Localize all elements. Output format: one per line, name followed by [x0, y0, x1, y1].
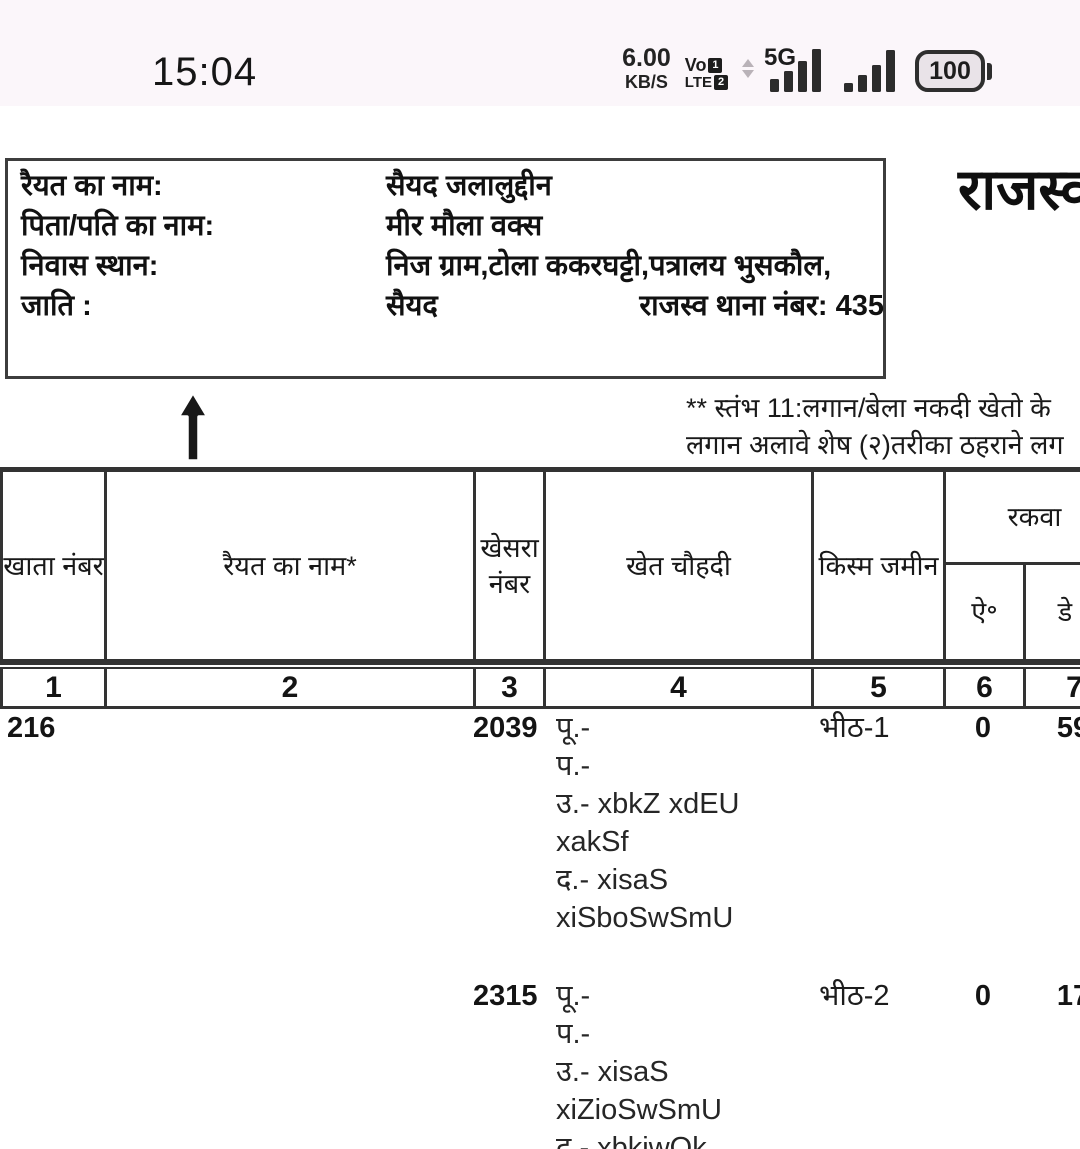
- revenue-thana-number: राजस्व थाना नंबर: 435: [639, 290, 884, 322]
- column11-footnote: ** स्तंभ 11:लगान/बेला नकदी खेतो के लगान …: [686, 390, 1064, 464]
- col-num-4: 4: [546, 669, 814, 706]
- land-record-table: खाता नंबर रैयत का नाम* खेसरा नंबर खेत चौ…: [0, 467, 1080, 1149]
- volte-label-top: Vo: [684, 55, 707, 75]
- col-num-3: 3: [476, 669, 546, 706]
- battery-nub: [987, 62, 992, 80]
- header-rakwa: रकवा: [946, 472, 1080, 565]
- cell-khesra-number: 2315: [473, 980, 538, 1012]
- clock: 15:04: [152, 50, 258, 94]
- col-num-6: 6: [946, 669, 1026, 706]
- cell-khet-chauhaddi: पू.- प.- उ.- xbkZ xdEU xakSf द.- xisaS x…: [543, 709, 811, 937]
- chauhaddi-line: xiZioSwSmU: [556, 1094, 722, 1126]
- status-icons-cluster: 6.00 KB/S Vo 1 LTE 2 5G 100: [622, 46, 992, 92]
- field-label-father-name: पिता/पति का नाम:: [21, 210, 215, 242]
- upload-arrow-icon: [742, 59, 754, 67]
- col-num-2: 2: [107, 669, 476, 706]
- signal-strength-icon-sim2: [844, 50, 895, 92]
- col-num-5: 5: [814, 669, 946, 706]
- header-khata-number: खाता नंबर: [3, 472, 107, 659]
- column-number-row: 1 2 3 4 5 6 7: [0, 667, 1080, 709]
- chauhaddi-line: xiSboSwSmU: [556, 902, 734, 934]
- header-acre: ऐ॰: [946, 565, 1026, 659]
- battery-icon: 100: [915, 50, 992, 92]
- cell-decimal: 59: [1056, 712, 1080, 744]
- volte-label-bottom: LTE: [684, 74, 712, 91]
- col-num-7: 7: [1026, 669, 1080, 706]
- cell-acre: 0: [974, 712, 992, 744]
- field-value-address: निज ग्राम,टोला ककरघट्टी,पत्रालय भुसकौल,: [386, 250, 832, 282]
- volte-icon: Vo 1 LTE 2: [685, 56, 728, 92]
- header-kism-jameen: किस्म जमीन: [814, 472, 946, 659]
- cell-khata-number: 216: [7, 712, 56, 744]
- signal-strength-icon-sim1: 5G: [764, 46, 830, 92]
- cell-khet-chauhaddi: पू.- प.- उ.- xisaS xiZioSwSmU द.- xbkiwQ…: [543, 977, 811, 1149]
- chauhaddi-line: प.-: [556, 1018, 591, 1050]
- cell-decimal: 17: [1056, 980, 1080, 1012]
- cell-kism-jameen: भीठ-2: [819, 980, 890, 1012]
- table-row: 2315 पू.- प.- उ.- xisaS xiZioSwSmU द.- x…: [0, 977, 1080, 1149]
- field-value-father-name: मीर मौला वक्स: [386, 210, 543, 242]
- chauhaddi-line: उ.- xisaS: [556, 1056, 669, 1088]
- scroll-up-arrow-icon[interactable]: [172, 389, 214, 470]
- network-type-label: 5G: [764, 44, 797, 71]
- chauhaddi-line: उ.- xbkZ xdEU xakSf: [556, 788, 740, 858]
- network-speed-indicator: 6.00 KB/S: [622, 46, 671, 92]
- field-value-caste: सैयद: [386, 290, 438, 322]
- field-value-raiyat-name: सैयद जलालुद्दीन: [386, 170, 552, 202]
- field-label-address: निवास स्थान:: [21, 250, 159, 282]
- header-khesra-number: खेसरा नंबर: [476, 472, 546, 659]
- table-header-row: खाता नंबर रैयत का नाम* खेसरा नंबर खेत चौ…: [0, 467, 1080, 665]
- table-row: 216 2039 पू.- प.- उ.- xbkZ xdEU xakSf द.…: [0, 709, 1080, 937]
- sim1-badge: 1: [708, 57, 723, 73]
- battery-level: 100: [915, 50, 985, 92]
- signal-bars-sim1: [770, 49, 821, 92]
- chauhaddi-line: प.-: [556, 750, 591, 782]
- header-khet-chauhaddi: खेत चौहदी: [546, 472, 814, 659]
- net-speed-unit: KB/S: [624, 72, 668, 92]
- field-label-raiyat-name: रैयत का नाम:: [21, 170, 163, 202]
- raiyat-info-box: रैयत का नाम: सैयद जलालुद्दीन पिता/पति का…: [5, 158, 886, 379]
- net-speed-value: 6.00: [622, 44, 671, 72]
- header-raiyat-name: रैयत का नाम*: [107, 472, 476, 659]
- download-arrow-icon: [742, 70, 754, 78]
- footnote-line1: ** स्तंभ 11:लगान/बेला नकदी खेतो के: [686, 393, 1051, 423]
- page-title: राजस्व: [958, 158, 1080, 222]
- col-num-1: 1: [3, 669, 107, 706]
- cell-kism-jameen: भीठ-1: [819, 712, 890, 744]
- chauhaddi-line: द.- xbkiwQk: [556, 1132, 707, 1149]
- chauhaddi-line: पू.-: [556, 980, 591, 1012]
- field-label-caste: जाति :: [21, 290, 92, 322]
- status-bar: 15:04 6.00 KB/S Vo 1 LTE 2 5G 100: [0, 0, 1080, 106]
- sim2-badge: 2: [714, 75, 728, 90]
- chauhaddi-line: द.- xisaS: [556, 864, 669, 896]
- cell-acre: 0: [974, 980, 992, 1012]
- chauhaddi-line: पू.-: [556, 712, 591, 744]
- cell-khesra-number: 2039: [473, 712, 538, 744]
- data-activity-icon: [742, 59, 754, 92]
- header-decimal: डे ॰: [1026, 565, 1080, 659]
- footnote-line2: लगान अलावे शेष (२)तरीका ठहराने लग: [686, 430, 1064, 460]
